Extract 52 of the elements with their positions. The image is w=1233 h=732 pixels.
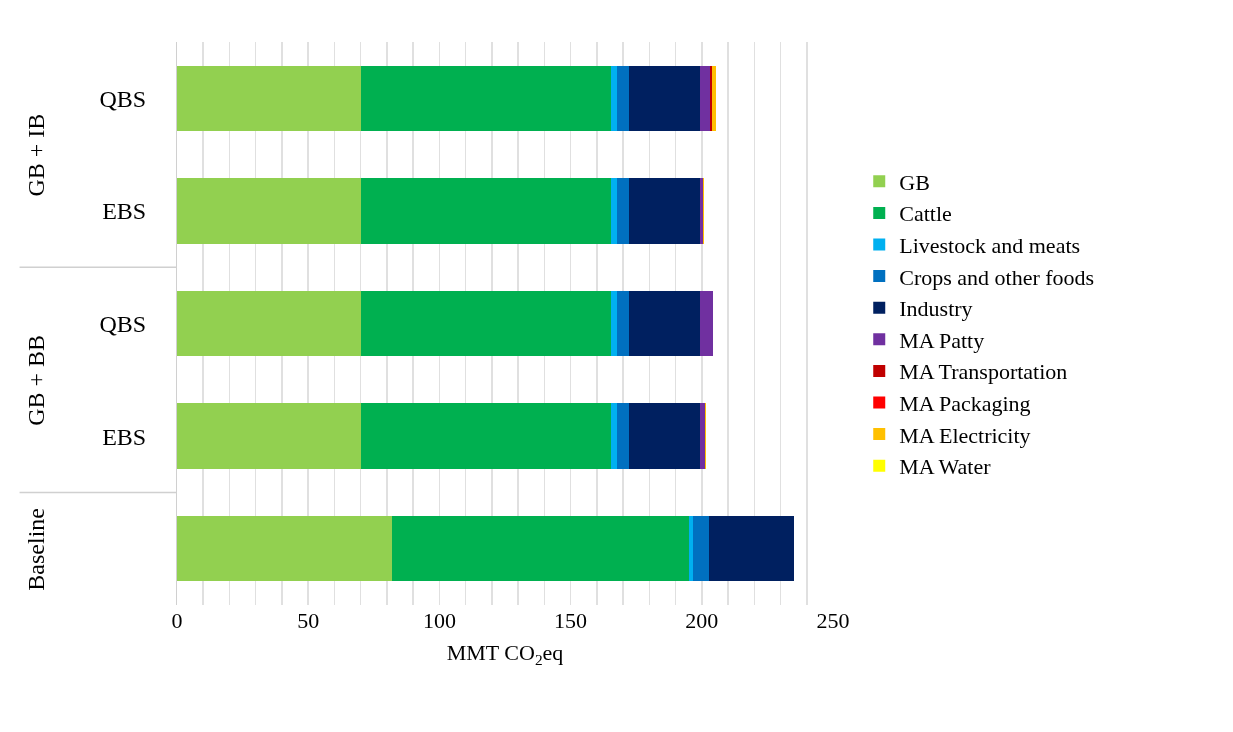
bar bbox=[611, 178, 617, 244]
legend-label: MA Water bbox=[899, 454, 992, 480]
bar bbox=[700, 65, 711, 131]
bar bbox=[177, 403, 361, 469]
y-tick-label: QBS bbox=[99, 310, 147, 337]
bar bbox=[360, 65, 612, 131]
y-tick-label: QBS bbox=[99, 85, 147, 112]
bar bbox=[629, 403, 701, 469]
legend-label: MA Electricity bbox=[899, 422, 1031, 448]
x-tick-label: 50 bbox=[297, 608, 320, 633]
bar bbox=[692, 516, 709, 582]
bar bbox=[629, 178, 701, 244]
legend-label: Industry bbox=[899, 296, 973, 322]
bar bbox=[360, 403, 612, 469]
bar bbox=[629, 65, 701, 131]
bar bbox=[700, 290, 713, 357]
bar bbox=[392, 516, 689, 582]
bar bbox=[708, 516, 794, 582]
x-axis-title: MMT CO$_{2}$eq bbox=[446, 639, 564, 668]
legend-label: MA Packaging bbox=[899, 391, 1031, 417]
bar bbox=[177, 290, 361, 357]
x-tick-label: 250 bbox=[816, 608, 850, 633]
bar bbox=[700, 403, 706, 469]
y-tick-label: EBS bbox=[102, 423, 147, 450]
bar bbox=[360, 178, 612, 244]
legend-label: GB bbox=[899, 169, 930, 195]
text: GB + BB bbox=[23, 334, 50, 426]
bar bbox=[360, 290, 612, 357]
bar bbox=[177, 178, 361, 244]
bar bbox=[616, 178, 630, 244]
legend-label: Crops and other foods bbox=[899, 264, 1095, 290]
text: GB + IB bbox=[23, 113, 50, 197]
bar bbox=[611, 290, 617, 357]
x-tick-label: 0 bbox=[171, 608, 183, 633]
bar bbox=[177, 516, 393, 582]
bar bbox=[177, 65, 361, 131]
x-tick-label: 150 bbox=[554, 608, 588, 633]
legend-label: Cattle bbox=[899, 201, 952, 227]
text: Baseline bbox=[23, 508, 50, 591]
bar bbox=[611, 65, 617, 131]
legend-label: MA Patty bbox=[899, 327, 985, 353]
y-tick-label: EBS bbox=[102, 198, 147, 225]
bar bbox=[616, 65, 630, 131]
x-tick-label: 100 bbox=[422, 608, 456, 633]
bar bbox=[616, 290, 630, 357]
legend-label: Livestock and meats bbox=[899, 233, 1081, 259]
x-tick-label: 200 bbox=[685, 608, 719, 633]
bar bbox=[688, 516, 693, 582]
bar bbox=[611, 403, 617, 469]
legend-label: MA Transportation bbox=[899, 359, 1068, 385]
bar bbox=[629, 290, 701, 357]
bar bbox=[616, 403, 630, 469]
